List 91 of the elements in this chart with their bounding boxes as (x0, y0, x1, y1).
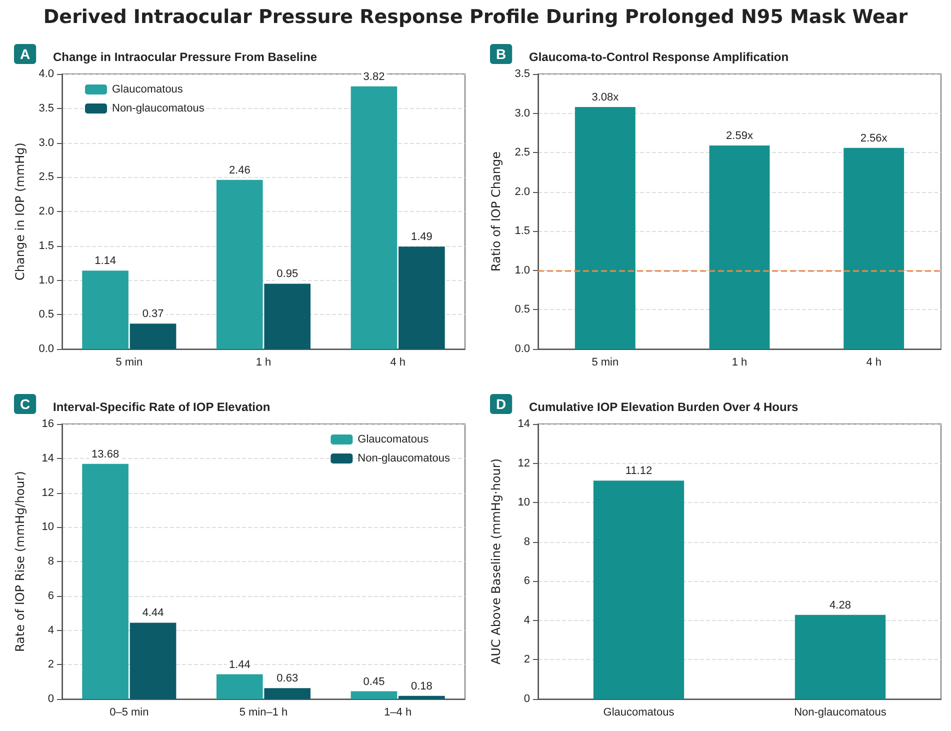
bar (264, 688, 311, 699)
bar (82, 270, 128, 349)
y-tick-label: 12 (42, 486, 54, 499)
bar (398, 696, 445, 699)
y-tick-label: 8 (48, 556, 54, 568)
text: B (496, 46, 506, 62)
data-label: 0.95 (276, 268, 298, 280)
bar (130, 622, 176, 699)
chart-title: Glaucoma-to-Control Response Amplification (529, 50, 789, 64)
text: 2.0 (514, 186, 530, 198)
y-tick-label: 10 (518, 496, 530, 509)
x-tick-label: 5 min–1 h (239, 706, 288, 718)
text: 0.0 (514, 343, 530, 355)
chart-title: Derived Intraocular Pressure Response Profile During Prolonged N95 Mask Wear (42, 5, 909, 30)
x-tick-label: 1 h (732, 356, 748, 368)
text: 0.0 (38, 343, 54, 355)
data-label: 11.12 (625, 465, 652, 478)
data-label: 2.59x (726, 130, 754, 142)
data-label: 4.44 (142, 607, 164, 620)
chart-title: Cumulative IOP Elevation Burden Over 4 Hours (529, 400, 799, 414)
x-tick-label: Non-glaucomatous (794, 706, 887, 718)
y-axis-title: Rate of IOP Rise (mmHg/hour) (13, 471, 27, 652)
text: 1.0 (514, 264, 530, 276)
y-axis-title: Change in IOP (mmHg) (13, 142, 27, 280)
x-tick-label: 1 h (256, 356, 272, 368)
text: 3.5 (38, 102, 54, 114)
y-tick-label: 10 (42, 521, 54, 534)
y-tick-label: 14 (518, 418, 530, 430)
bar (82, 464, 128, 699)
legend-label: Non-glaucomatous (358, 452, 450, 464)
text: 2.5 (38, 171, 54, 184)
y-tick-label: 14 (42, 452, 54, 464)
text: 2.0 (38, 206, 54, 218)
y-tick-label: 12 (518, 457, 530, 470)
x-tick-label: 0–5 min (110, 706, 149, 718)
y-tick-label: 8 (524, 536, 530, 548)
y-axis-title: Ratio of IOP Change (489, 152, 503, 272)
text: A (20, 46, 30, 62)
data-label: 0.18 (410, 680, 432, 692)
x-tick-label: 5 min (592, 356, 619, 368)
bar (350, 86, 398, 349)
y-tick-label: 16 (42, 418, 54, 430)
text: 3.5 (514, 68, 530, 80)
y-tick-label: 6 (48, 590, 54, 602)
legend-label: Non-glaucomatous (112, 102, 205, 114)
text: D (496, 396, 506, 412)
y-tick-label: 0 (524, 693, 530, 705)
text: 1.0 (38, 274, 54, 286)
data-label: 1.14 (94, 255, 116, 268)
bar (216, 180, 263, 349)
text: 0.5 (38, 308, 54, 321)
y-axis-title: AUC Above Baseline (mmHg·hour) (489, 458, 503, 665)
y-tick-label: 2 (48, 658, 54, 671)
x-tick-label: 4 h (866, 356, 882, 368)
bar (130, 324, 176, 349)
y-tick-label: 2 (524, 654, 530, 666)
bar (264, 284, 311, 349)
y-tick-label: 0 (48, 693, 54, 705)
data-label: 4.28 (830, 599, 851, 612)
data-label: 1.49 (410, 231, 432, 244)
y-tick-label: 4 (524, 614, 530, 626)
data-label: 2.46 (228, 164, 250, 176)
legend-label: Glaucomatous (112, 84, 184, 96)
x-tick-label: 5 min (116, 356, 143, 368)
legend-label: Glaucomatous (358, 434, 430, 446)
data-label: 0.37 (142, 308, 164, 320)
data-label: 0.63 (276, 672, 298, 685)
data-label: 0.45 (363, 676, 385, 688)
text: 4.0 (38, 68, 54, 80)
bar (398, 246, 445, 349)
bar (216, 674, 263, 699)
text: 3.0 (38, 136, 54, 149)
chart-subtitle: Change in Intraocular Pressure From Baseline (53, 50, 318, 64)
data-label: 3.08x (592, 92, 620, 104)
chart-title: Interval-Specific Rate of IOP Elevation (53, 400, 270, 414)
text: 2.5 (514, 146, 530, 159)
y-tick-label: 4 (48, 624, 54, 636)
text: 1.5 (514, 225, 530, 238)
x-tick-label: Glaucomatous (603, 706, 675, 718)
data-label: 1.44 (228, 658, 250, 671)
x-tick-label: 4 h (390, 356, 406, 368)
text: 3.0 (514, 107, 530, 120)
data-label: 13.68 (92, 448, 120, 460)
data-label: 2.56x (860, 132, 888, 144)
x-tick-label: 1–4 h (384, 706, 412, 718)
y-tick-label: 6 (524, 575, 530, 588)
bar (350, 691, 398, 699)
data-label: 3.82 (363, 70, 385, 83)
text: C (20, 396, 30, 412)
text: 0.5 (514, 304, 530, 316)
text: 1.5 (38, 240, 54, 252)
